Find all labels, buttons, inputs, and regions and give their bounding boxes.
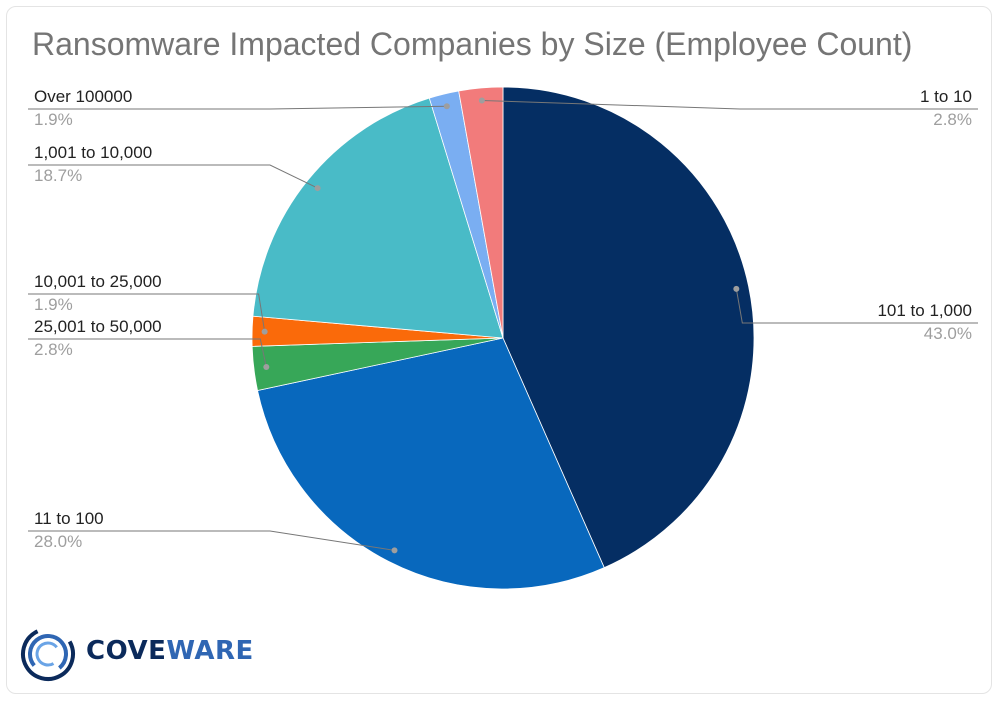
leader-line-25-001-to-50-000	[28, 338, 267, 368]
slice-label-25-001-to-50-000: 25,001 to 50,000	[34, 317, 162, 336]
leader-dot-1-to-10	[478, 97, 485, 104]
slice-label-101-to-1-000: 101 to 1,000	[877, 301, 972, 320]
pie-slices	[251, 86, 755, 590]
pie-slice-11-to-100	[257, 337, 605, 590]
slice-percent-1-to-10: 2.8%	[933, 110, 972, 129]
slice-label-1-to-10: 1 to 10	[920, 87, 972, 106]
coveware-wordmark: COVEWARE	[86, 636, 254, 666]
logo-text-main: COVE	[86, 636, 167, 666]
leader-dot-10-001-to-25-000	[261, 328, 268, 335]
pie-slice-101-to-1-000	[502, 86, 755, 569]
pie-callouts: 101 to 1,000 43.0% 11 to 100 28.0% 25,001 to…	[28, 87, 978, 554]
coveware-logo: COVEWARE	[20, 616, 253, 688]
leader-dot-101-to-1-000	[733, 285, 740, 292]
slice-percent-1-001-to-10-000: 18.7%	[34, 166, 82, 185]
logo-text-accent: WARE	[166, 636, 254, 666]
slice-percent-10-001-to-25-000: 1.9%	[34, 295, 73, 314]
slice-label-10-001-to-25-000: 10,001 to 25,000	[34, 272, 162, 291]
leader-line-101-to-1-000	[735, 288, 978, 324]
slice-percent-over-100000: 1.9%	[34, 110, 73, 129]
pie-slice-1-to-10	[458, 86, 504, 339]
slice-label-11-to-100: 11 to 100	[34, 509, 104, 528]
slice-percent-11-to-100: 28.0%	[34, 532, 82, 551]
leader-line-over-100000	[28, 105, 447, 110]
slice-percent-25-001-to-50-000: 2.8%	[34, 340, 73, 359]
pie-slice-1-001-to-10-000	[252, 97, 504, 339]
slice-label-1-001-to-10-000: 1,001 to 10,000	[34, 143, 152, 162]
slice-percent-101-to-1-000: 43.0%	[924, 324, 972, 343]
leader-dot-25-001-to-50-000	[263, 364, 270, 371]
leader-dot-1-001-to-10-000	[314, 185, 321, 192]
leader-line-1-to-10	[481, 99, 978, 110]
slice-label-over-100000: Over 100000	[34, 87, 132, 106]
leader-line-1-001-to-10-000	[28, 164, 318, 189]
chart-frame	[6, 6, 992, 694]
coveware-swirl-icon	[20, 627, 75, 681]
leader-dot-over-100000	[443, 103, 450, 110]
leader-dot-11-to-100	[391, 547, 398, 554]
chart-title: Ransomware Impacted Companies by Size (E…	[32, 26, 913, 62]
leader-line-11-to-100	[28, 530, 395, 551]
leader-line-10-001-to-25-000	[28, 293, 266, 332]
